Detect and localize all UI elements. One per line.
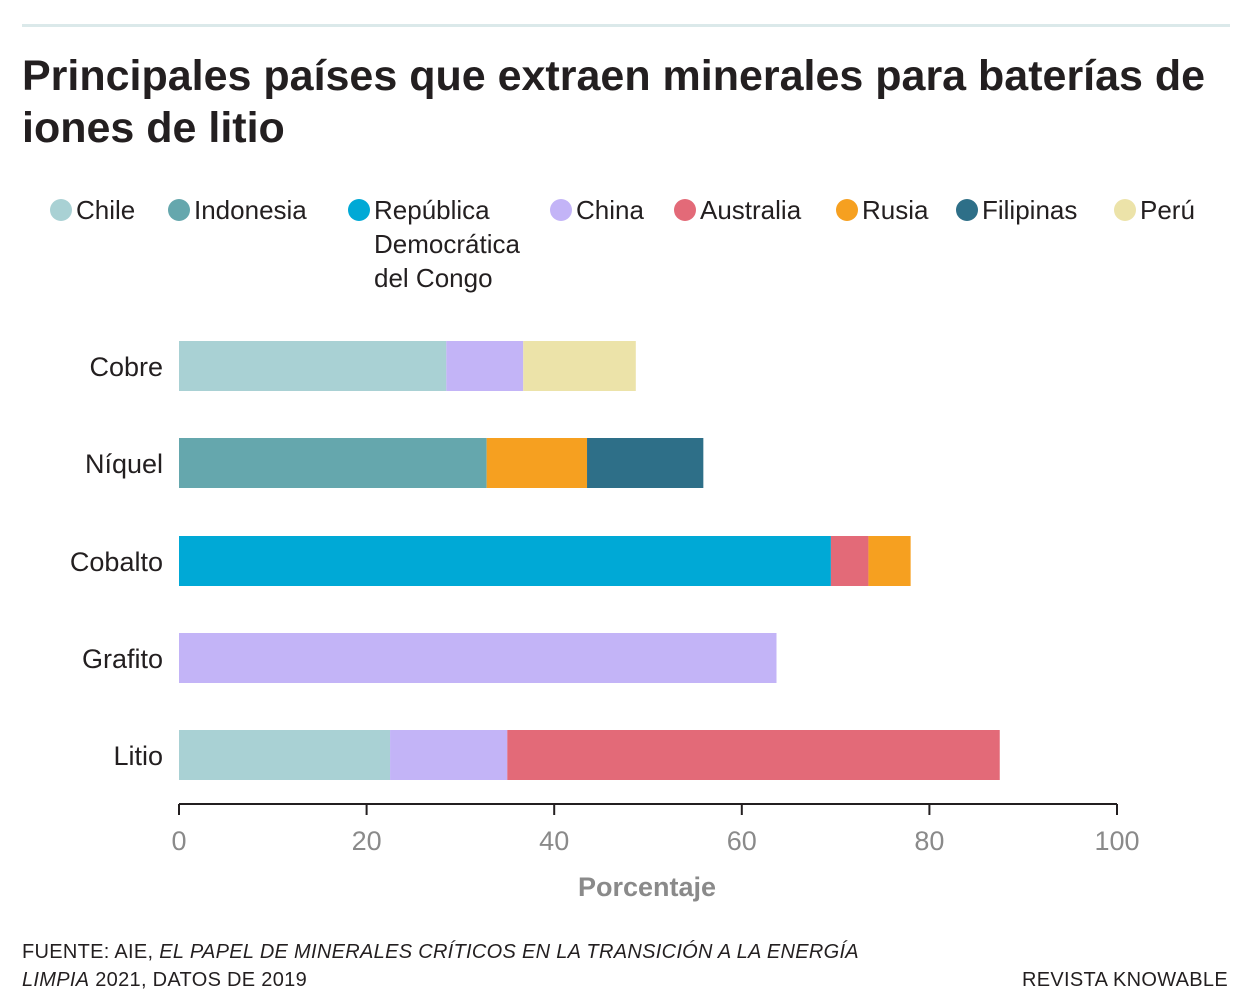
legend-swatch-drc <box>348 199 370 221</box>
legend-item-china: China <box>550 193 644 227</box>
bar-segment-cobalto-5 <box>868 536 911 586</box>
source-title: EL PAPEL DE MINERALES CRÍTICOS EN LA TRA… <box>22 941 859 991</box>
x-axis-title: Porcentaje <box>578 872 716 902</box>
category-label: Cobre <box>89 352 163 382</box>
category-label: Níquel <box>85 449 163 479</box>
x-tick-label: 80 <box>914 826 944 856</box>
bar-segment-litio-4 <box>507 730 1000 780</box>
bar-segment-cobalto-2 <box>179 536 831 586</box>
bar-segment-níquel-5 <box>486 438 588 488</box>
legend-label-australia: Australia <box>700 195 802 225</box>
legend-swatch-indonesia <box>168 199 190 221</box>
legend-swatch-filipinas <box>956 199 978 221</box>
bar-segment-litio-0 <box>179 730 391 780</box>
legend-item-rusia: Rusia <box>836 193 928 227</box>
source-prefix: FUENTE: AIE, <box>22 941 160 963</box>
chart-title: Principales países que extraen minerales… <box>22 52 1206 152</box>
top-rule <box>22 24 1230 27</box>
x-tick-label: 100 <box>1094 826 1139 856</box>
legend-item-australia: Australia <box>674 193 801 227</box>
x-tick-label: 0 <box>171 826 186 856</box>
legend-label-drc: República Democrática del Congo <box>374 195 520 293</box>
legend-item-filipinas: Filipinas <box>956 193 1077 227</box>
bar-segment-cobre-3 <box>446 341 524 391</box>
legend-swatch-peru <box>1114 199 1136 221</box>
x-tick-label: 20 <box>352 826 382 856</box>
x-tick-label: 60 <box>727 826 757 856</box>
legend-swatch-rusia <box>836 199 858 221</box>
legend-swatch-australia <box>674 199 696 221</box>
legend-item-peru: Perú <box>1114 193 1195 227</box>
bar-segment-litio-3 <box>390 730 508 780</box>
legend-label-indonesia: Indonesia <box>194 195 307 225</box>
stacked-bar-chart: Cobre Níquel Cobalto Grafito Litio 0 20 40 60 80… <box>70 341 1140 902</box>
bar-segment-grafito-3 <box>179 633 777 683</box>
bar-segment-níquel-1 <box>179 438 487 488</box>
legend-item-chile: Chile <box>50 193 135 227</box>
legend: Chile Indonesia República Democrática de… <box>50 193 1230 303</box>
legend-item-indonesia: Indonesia <box>168 193 307 227</box>
legend-label-china: China <box>576 195 644 225</box>
legend-swatch-china <box>550 199 572 221</box>
x-axis: 0 20 40 60 80 100 <box>171 803 1140 856</box>
category-label: Cobalto <box>70 547 163 577</box>
source-note: FUENTE: AIE, EL PAPEL DE MINERALES CRÍTI… <box>22 938 922 994</box>
bar-segment-cobalto-4 <box>830 536 869 586</box>
category-labels: Cobre Níquel Cobalto Grafito Litio <box>70 352 163 771</box>
credit: REVISTA KNOWABLE <box>1022 969 1228 991</box>
legend-label-peru: Perú <box>1140 195 1195 225</box>
legend-item-drc: República Democrática del Congo <box>348 193 520 295</box>
category-label: Litio <box>113 741 163 771</box>
x-tick-label: 40 <box>539 826 569 856</box>
category-label: Grafito <box>82 644 163 674</box>
bar-segment-cobre-7 <box>523 341 636 391</box>
legend-label-chile: Chile <box>76 195 136 225</box>
bars-group <box>179 341 1000 780</box>
legend-label-rusia: Rusia <box>862 195 929 225</box>
legend-swatch-chile <box>50 199 72 221</box>
bar-segment-cobre-0 <box>179 341 447 391</box>
legend-label-filipinas: Filipinas <box>982 195 1078 225</box>
source-suffix: 2021, DATOS DE 2019 <box>89 969 307 991</box>
bar-segment-níquel-6 <box>587 438 704 488</box>
